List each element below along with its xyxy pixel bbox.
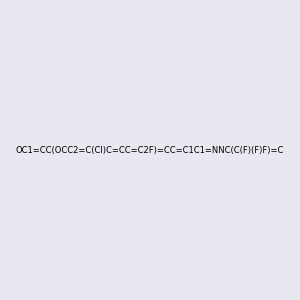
Text: OC1=CC(OCC2=C(Cl)C=CC=C2F)=CC=C1C1=NNC(C(F)(F)F)=C: OC1=CC(OCC2=C(Cl)C=CC=C2F)=CC=C1C1=NNC(C…	[16, 146, 284, 154]
